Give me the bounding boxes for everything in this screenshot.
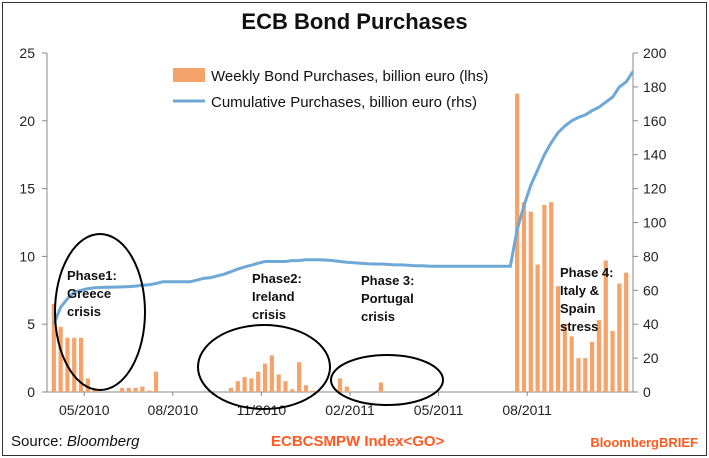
phase-annotation-line: Phase1: [67,268,117,283]
legend-bar-swatch [173,68,205,82]
y-left-tick-label: 5 [27,316,35,332]
phase-highlight-ellipse [197,324,331,410]
legend-bar-label: Weekly Bond Purchases, billion euro (lhs… [211,68,488,85]
phase-annotation-line: Spain [560,301,595,316]
y-right-tick-label: 200 [643,45,667,61]
chart-title: ECB Bond Purchases [241,9,468,34]
phase-annotation-line: Phase2: [252,271,302,286]
weekly-purchase-bar [85,378,90,392]
weekly-purchase-bar [569,336,574,392]
y-left-tick-label: 20 [19,113,35,129]
y-right-tick-label: 80 [643,248,659,264]
weekly-purchase-bar [617,283,622,392]
weekly-purchase-bar [262,363,268,392]
weekly-purchase-bar [140,386,145,392]
weekly-purchase-bar [576,358,581,392]
weekly-purchase-bar [378,382,383,392]
weekly-purchase-bar [596,320,602,392]
y-right-tick-label: 40 [643,316,659,332]
weekly-purchase-bar [249,378,254,392]
weekly-purchase-bar [583,358,588,392]
phase-annotation-line: Greece [67,286,111,301]
phase-highlight-ellipse [54,233,146,391]
weekly-purchase-bar [528,211,533,392]
legend-line-label: Cumulative Purchases, billion euro (rhs) [211,94,477,111]
weekly-purchase-bar [542,204,547,392]
weekly-purchase-bar [555,286,561,392]
x-tick-label: 08/2010 [148,402,199,418]
x-tick-label: 05/2011 [414,402,464,418]
index-ticker: ECBCSMPW Index<GO> [271,433,445,450]
weekly-purchase-bar [242,377,247,392]
phase-annotation-line: Italy & [560,283,599,298]
weekly-purchase-bar [303,385,309,392]
phase-annotation-line: Phase 3: [361,273,414,288]
phase-annotation-line: Phase 4: [560,265,613,280]
weekly-purchase-bar [610,330,615,392]
weekly-purchase-bar [126,387,131,392]
weekly-purchase-bar [153,371,159,392]
weekly-purchase-bar [521,202,527,392]
y-right-tick-label: 100 [643,215,667,231]
weekly-purchase-bar [590,341,595,392]
weekly-purchase-bar [549,202,554,392]
phase-highlight-ellipse [330,354,444,406]
y-right-tick-label: 140 [643,147,667,163]
weekly-purchase-bar [290,389,295,392]
weekly-purchase-bar [78,337,84,392]
cumulative-purchases-line [52,69,633,325]
chart-svg: 0 5 10 15 20 25 0 20 40 60 80 100 120 140 160 180 200 05/… [19,45,667,418]
x-tick-label: 08/2011 [502,402,552,418]
weekly-purchase-bar [147,390,152,392]
phase-annotation-line: stress [560,319,598,334]
y-left-tick-label: 0 [27,384,35,400]
weekly-purchase-bar [133,387,138,392]
phase-annotation-line: Ireland [252,289,295,304]
x-tick-label: 11/2010 [237,402,287,418]
phase-annotation-line: Portugal [361,291,414,306]
x-tick-label: 02/2011 [325,402,375,418]
y-right-tick-label: 20 [643,350,659,366]
weekly-purchase-bar [310,390,315,392]
phase-annotation-line: crisis [252,307,286,322]
weekly-purchase-bar [624,272,629,392]
weekly-purchase-bar [72,337,77,392]
weekly-purchase-bar [276,374,281,392]
y-right-tick-label: 160 [643,113,667,129]
x-tick-label: 05/2010 [59,402,110,418]
weekly-purchase-bar [269,355,274,392]
y-right-tick-label: 120 [643,181,667,197]
y-left-tick-label: 25 [19,45,35,61]
weekly-purchase-bar [235,381,240,392]
weekly-purchase-bar [535,264,540,392]
weekly-purchase-bar [283,381,288,392]
weekly-purchase-bar [51,303,56,392]
phase-annotation-line: crisis [67,304,101,319]
weekly-purchase-bar [344,386,349,392]
weekly-purchase-bar [562,324,567,392]
weekly-purchase-bar [58,326,63,392]
weekly-purchase-bar [337,378,343,392]
y-left-tick-label: 15 [19,181,35,197]
weekly-purchase-bar [256,371,261,392]
source-note: Source: Bloomberg [11,433,139,450]
weekly-purchase-bar [119,387,125,392]
y-right-tick-label: 180 [643,79,667,95]
y-right-tick-label: 60 [643,282,659,298]
source-name: Bloomberg [66,433,140,450]
brand-logo: BloombergBRIEF [590,435,698,450]
phase-annotation-line: crisis [361,309,395,324]
weekly-purchase-bar [515,93,520,392]
y-right-tick-label: 0 [643,384,651,400]
weekly-purchase-bar [603,260,608,392]
y-left-tick-label: 10 [19,248,35,264]
weekly-purchase-bar [297,362,302,392]
weekly-purchase-bar [228,387,234,392]
source-label: Source: [11,433,67,450]
